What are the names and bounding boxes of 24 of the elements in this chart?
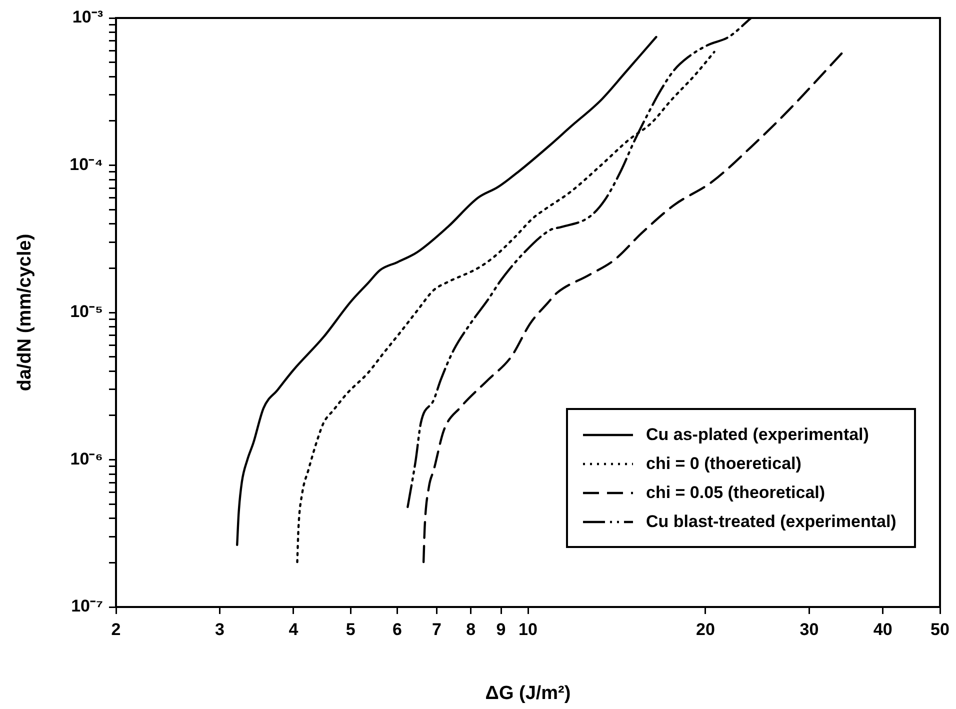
y-tick-label: 10⁻⁴ (70, 154, 103, 174)
x-tick-label: 8 (466, 620, 476, 639)
x-tick-label: 40 (873, 620, 892, 639)
legend-label: Cu as-plated (experimental) (646, 424, 869, 444)
legend-label: Cu blast-treated (experimental) (646, 512, 896, 532)
y-tick-label: 10⁻⁷ (71, 596, 103, 616)
x-tick-label: 10 (518, 620, 538, 639)
y-tick-label: 10⁻⁶ (70, 449, 103, 468)
x-tick-label: 7 (432, 620, 442, 639)
legend-label: chi = 0 (thoeretical) (646, 454, 802, 474)
x-tick-label: 50 (930, 620, 950, 639)
y-tick-label: 10⁻³ (72, 8, 104, 27)
x-tick-label: 2 (111, 620, 121, 639)
x-tick-label: 30 (800, 620, 819, 639)
x-tick-label: 6 (392, 620, 402, 639)
x-tick-label: 20 (696, 620, 715, 639)
x-axis-title: ΔG (J/m²) (485, 682, 571, 704)
x-tick-label: 5 (346, 620, 356, 639)
x-tick-label: 3 (215, 620, 225, 639)
y-axis-title: da/dN (mm/cycle) (14, 234, 36, 392)
y-tick-label: 10⁻⁵ (70, 302, 103, 322)
x-tick-label: 4 (288, 620, 299, 639)
x-tick-label: 9 (496, 620, 506, 639)
legend-label: chi = 0.05 (theoretical) (646, 482, 826, 502)
